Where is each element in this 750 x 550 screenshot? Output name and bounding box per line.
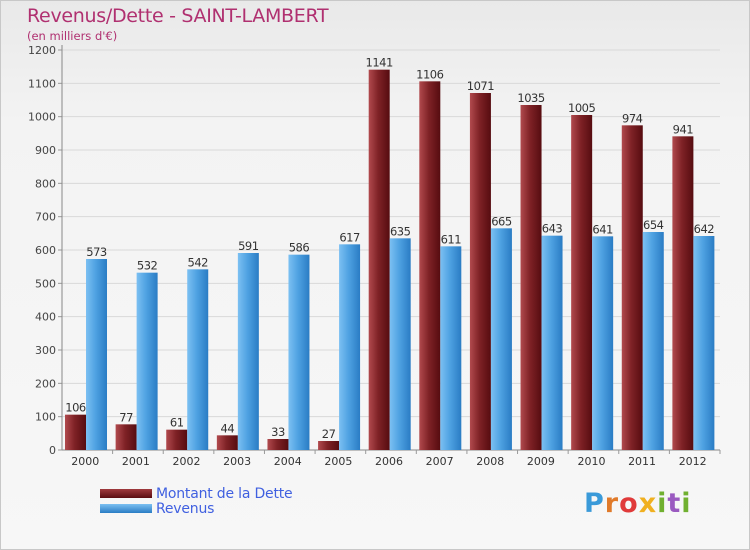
y-tick-label: 600	[35, 244, 56, 257]
bars	[65, 69, 715, 451]
y-tick-label: 0	[49, 444, 56, 457]
y-tick-label: 300	[35, 344, 56, 357]
x-tick-label: 2004	[274, 455, 302, 468]
data-label-dette-2004: 33	[271, 425, 285, 439]
bar-revenus-2001	[136, 272, 158, 450]
data-label-revenus-2001: 532	[137, 259, 158, 273]
bar-revenus-2009	[541, 235, 563, 450]
x-tick-label: 2006	[375, 455, 403, 468]
bar-dette-2004	[267, 439, 289, 450]
data-label-dette-2005: 27	[322, 427, 336, 441]
bar-dette-2006	[368, 69, 390, 451]
y-tick-label: 700	[35, 211, 56, 224]
data-labels: 106 573 77 532 61 542 44 591 33 586 27 617 1141 635 11…	[65, 56, 715, 441]
data-label-dette-2001: 77	[119, 410, 133, 424]
x-tick-label: 2011	[628, 455, 656, 468]
legend-label-revenus: Revenus	[156, 501, 215, 517]
data-label-revenus-2012: 642	[694, 222, 715, 236]
y-tick-label: 900	[35, 144, 56, 157]
legend-swatch-dette	[100, 489, 152, 498]
data-label-dette-2002: 61	[170, 416, 184, 430]
bar-dette-2001	[115, 424, 137, 450]
data-label-revenus-2004: 586	[289, 241, 310, 255]
bar-revenus-2008	[490, 228, 512, 450]
chart-title: Revenus/Dette - SAINT-LAMBERT	[27, 5, 329, 27]
chart-subtitle: (en milliers d'€)	[27, 29, 118, 43]
bar-revenus-2005	[339, 244, 361, 450]
bar-dette-2000	[65, 414, 86, 450]
data-label-dette-2003: 44	[221, 421, 235, 435]
bar-dette-2007	[419, 81, 441, 450]
x-tick-label: 2009	[527, 455, 555, 468]
data-label-dette-2010: 1005	[568, 101, 595, 115]
data-label-revenus-2002: 542	[188, 255, 209, 269]
data-label-dette-2012: 941	[673, 122, 694, 136]
bar-revenus-2012	[693, 236, 715, 450]
data-label-revenus-2011: 654	[643, 218, 664, 232]
bar-revenus-2000	[86, 259, 107, 450]
bar-revenus-2004	[288, 254, 310, 450]
data-label-dette-2006: 1141	[366, 56, 393, 70]
y-tick-label: 1200	[28, 44, 56, 57]
x-tick-label: 2012	[679, 455, 707, 468]
bar-dette-2003	[216, 435, 238, 450]
legend-swatch-revenus	[100, 504, 152, 513]
data-label-revenus-2000: 573	[86, 245, 107, 259]
data-label-revenus-2003: 591	[238, 239, 259, 253]
data-label-dette-2007: 1106	[416, 67, 443, 81]
bar-revenus-2010	[592, 236, 614, 450]
data-label-revenus-2010: 641	[592, 222, 613, 236]
bar-dette-2008	[469, 93, 491, 450]
data-label-dette-2009: 1035	[517, 91, 544, 105]
x-tick-label: 2005	[324, 455, 352, 468]
data-label-revenus-2005: 617	[339, 230, 360, 244]
bar-revenus-2002	[187, 269, 209, 450]
y-tick-label: 200	[35, 377, 56, 390]
x-tick-label: 2007	[426, 455, 454, 468]
proxiti-logo: Proxiti	[584, 488, 692, 519]
x-tick-label: 2000	[71, 455, 99, 468]
data-label-revenus-2008: 665	[491, 214, 512, 228]
bar-dette-2005	[318, 441, 340, 450]
data-label-revenus-2006: 635	[390, 224, 411, 238]
data-label-dette-2000: 106	[65, 401, 86, 415]
bar-dette-2011	[621, 125, 643, 450]
data-label-revenus-2009: 643	[542, 222, 563, 236]
bar-revenus-2011	[642, 232, 664, 450]
y-tick-label: 1100	[28, 77, 56, 90]
bar-dette-2002	[166, 429, 188, 450]
y-tick-label: 100	[35, 411, 56, 424]
y-tick-label: 1000	[28, 111, 56, 124]
bar-dette-2010	[571, 115, 593, 450]
bar-revenus-2003	[237, 253, 259, 450]
bar-dette-2009	[520, 105, 542, 450]
legend-label-dette: Montant de la Dette	[156, 486, 293, 502]
y-tick-label: 800	[35, 177, 56, 190]
x-tick-label: 2001	[122, 455, 150, 468]
x-tick-label: 2010	[577, 455, 605, 468]
data-label-dette-2008: 1071	[467, 79, 494, 93]
bar-revenus-2006	[389, 238, 411, 450]
x-tick-label: 2008	[476, 455, 504, 468]
y-tick-label: 400	[35, 311, 56, 324]
bar-revenus-2007	[440, 246, 462, 450]
axes: 0 100 200 300 400 500 600 700 800 900 1000 1100 1200…	[28, 44, 721, 468]
y-tick-label: 500	[35, 277, 56, 290]
x-tick-label: 2003	[223, 455, 251, 468]
data-label-revenus-2007: 611	[441, 232, 462, 246]
bar-dette-2012	[672, 136, 694, 451]
x-tick-label: 2002	[173, 455, 201, 468]
data-label-dette-2011: 974	[622, 111, 643, 125]
